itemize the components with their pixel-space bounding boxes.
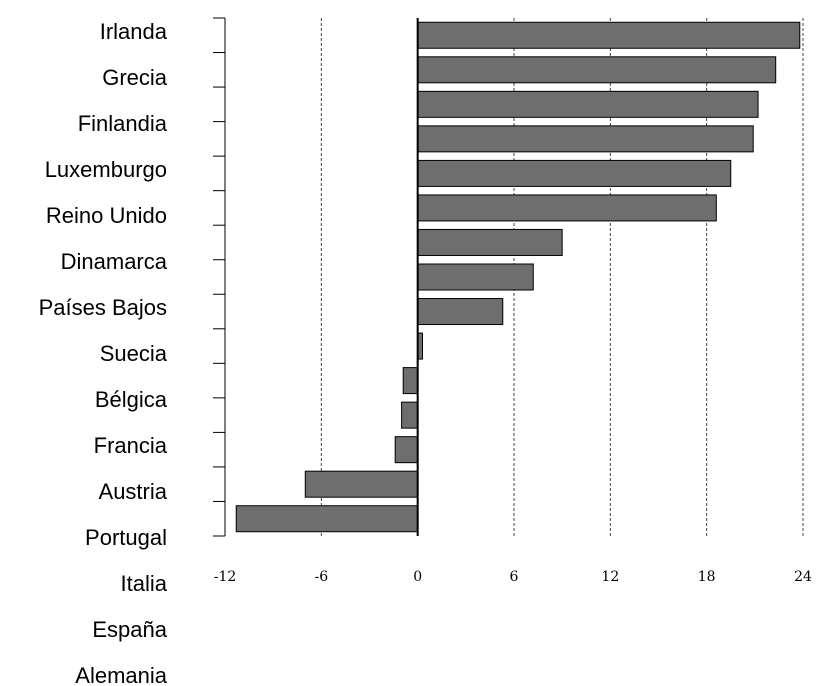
x-tick-label: 12 — [601, 569, 619, 585]
category-label: España — [92, 617, 167, 642]
bar — [417, 90, 759, 118]
bar — [304, 470, 419, 498]
category-label: Alemania — [75, 663, 167, 686]
x-tick-label: 6 — [510, 569, 519, 585]
bar — [417, 263, 534, 291]
x-tick-label: -6 — [315, 569, 329, 585]
category-label: Portugal — [85, 525, 167, 550]
bar — [417, 159, 732, 187]
category-label: Luxemburgo — [45, 157, 167, 182]
bar — [235, 505, 419, 533]
x-tick-label: 18 — [698, 569, 716, 585]
bar — [402, 367, 419, 395]
category-label: Grecia — [102, 65, 168, 90]
category-label: Bélgica — [95, 387, 168, 412]
axes — [213, 17, 419, 537]
bar — [394, 436, 419, 464]
category-label: Francia — [94, 433, 168, 458]
bar — [417, 56, 777, 84]
category-label: Austria — [99, 479, 168, 504]
bar — [417, 194, 717, 222]
bar — [417, 228, 563, 256]
bar — [401, 401, 419, 429]
category-label: Países Bajos — [39, 295, 167, 320]
x-tick-label: -12 — [214, 569, 237, 585]
category-label: Suecia — [100, 341, 168, 366]
bar — [417, 298, 504, 326]
tick-labels: -12 -6 0 6 12 18 24 — [214, 569, 812, 585]
category-labels: Irlanda Grecia Finlandia Luxemburgo Reino Un… — [39, 19, 168, 686]
x-tick-label: 24 — [794, 569, 812, 585]
category-label: Dinamarca — [61, 249, 168, 274]
category-label: Reino Unido — [46, 203, 167, 228]
bar — [417, 21, 801, 49]
bar — [417, 125, 754, 153]
bars — [235, 21, 801, 533]
x-tick-label: 0 — [413, 569, 422, 585]
category-label: Finlandia — [78, 111, 168, 136]
category-label: Irlanda — [100, 19, 168, 44]
category-label: Italia — [121, 571, 168, 596]
